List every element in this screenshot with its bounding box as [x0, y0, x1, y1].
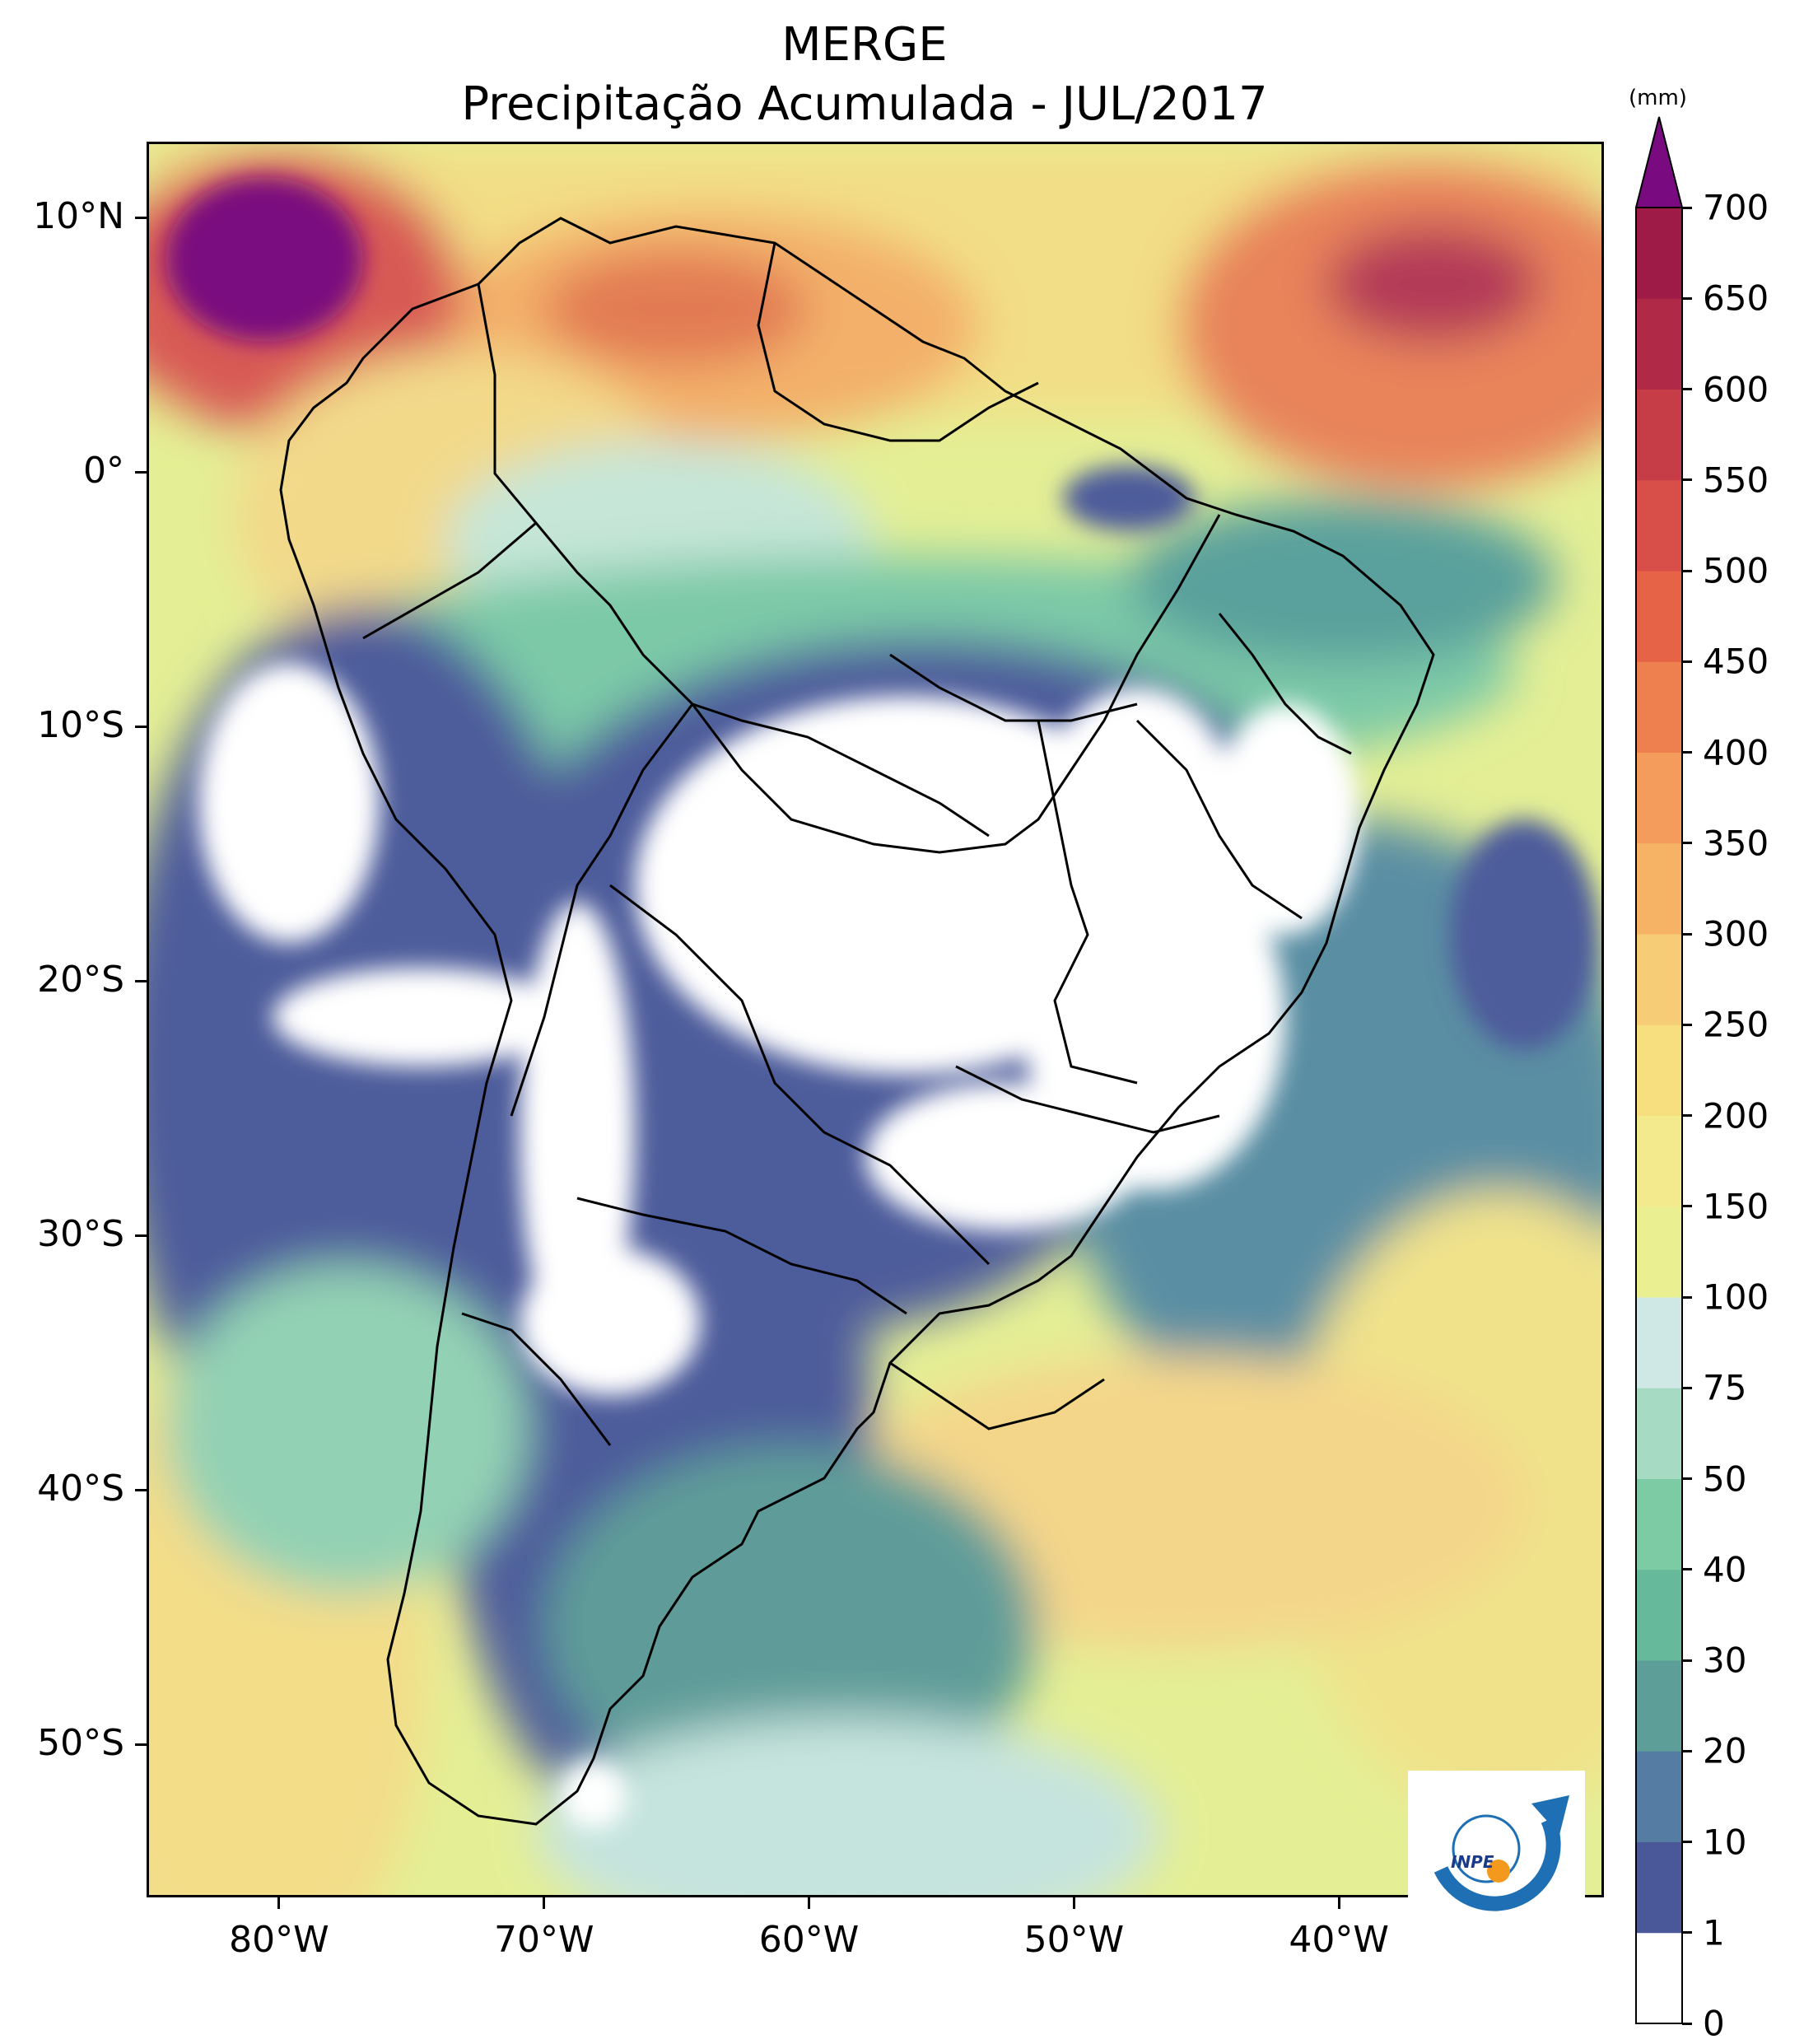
colorbar-segment — [1636, 208, 1682, 299]
colorbar-label: 10 — [1703, 1822, 1747, 1862]
colorbar-label: 600 — [1703, 369, 1769, 409]
colorbar-segment — [1636, 1478, 1682, 1570]
lat-label: 10°N — [33, 194, 124, 237]
colorbar-segment — [1636, 842, 1682, 935]
lat-label: 20°S — [37, 958, 124, 1001]
colorbar-label: 40 — [1703, 1549, 1747, 1590]
lat-label: 30°S — [37, 1212, 124, 1255]
colorbar-tick — [1682, 1477, 1692, 1480]
colorbar-tick — [1682, 1114, 1692, 1117]
colorbar-tick — [1682, 1295, 1692, 1299]
inpe-logo: INPE — [1408, 1771, 1585, 1944]
colorbar-tick — [1682, 932, 1692, 936]
colorbar-label: 200 — [1703, 1095, 1769, 1136]
colorbar-tick — [1682, 296, 1692, 300]
colorbar-tick — [1682, 660, 1692, 663]
colorbar-tick — [1682, 1205, 1692, 1208]
colorbar-label: 50 — [1703, 1458, 1747, 1499]
colorbar-label: 1 — [1703, 1912, 1725, 1953]
colorbar-tick — [1682, 1841, 1692, 1843]
lon-tick — [1337, 1897, 1340, 1909]
lon-label: 50°W — [1023, 1919, 1125, 1961]
colorbar-extend-arrow — [1634, 116, 1684, 208]
lon-tick — [808, 1897, 811, 1909]
colorbar-unit: (mm) — [1629, 86, 1687, 110]
colorbar-segment — [1636, 389, 1682, 481]
colorbar-label: 75 — [1703, 1367, 1747, 1408]
lat-tick — [135, 1489, 147, 1492]
lon-tick — [543, 1897, 546, 1909]
colorbar-label: 450 — [1703, 641, 1769, 682]
map-title: MERGE — [781, 18, 948, 72]
colorbar-label: 700 — [1703, 187, 1769, 228]
colorbar-tick — [1682, 1568, 1692, 1571]
lat-tick — [135, 1234, 147, 1238]
colorbar-tick — [1682, 1931, 1692, 1934]
colorbar-segment — [1636, 661, 1682, 753]
colorbar-segment — [1636, 1297, 1682, 1388]
lon-label: 40°W — [1289, 1919, 1389, 1961]
colorbar-segment — [1636, 479, 1682, 572]
dry-zones — [165, 177, 1598, 1828]
lat-tick — [135, 980, 147, 983]
colorbar-segment — [1636, 571, 1682, 662]
colorbar-tick — [1682, 1386, 1692, 1389]
colorbar-segment — [1636, 934, 1682, 1025]
colorbar-tick — [1682, 388, 1692, 390]
colorbar-segment — [1636, 1115, 1682, 1207]
colorbar-label: 150 — [1703, 1186, 1769, 1227]
colorbar-tick — [1682, 842, 1692, 845]
colorbar-segment — [1636, 298, 1682, 390]
colorbar-segment — [1636, 1932, 1682, 2024]
lat-tick — [135, 1743, 147, 1747]
colorbar-tick — [1682, 1659, 1692, 1662]
colorbar-label: 250 — [1703, 1004, 1769, 1045]
lat-label: 40°S — [37, 1467, 124, 1510]
colorbar-segment — [1636, 1206, 1682, 1298]
lon-label: 70°W — [493, 1919, 594, 1961]
lat-tick — [135, 471, 147, 474]
colorbar-label: 300 — [1703, 913, 1769, 954]
colorbar-label: 350 — [1703, 823, 1769, 864]
lat-label: 10°S — [37, 703, 124, 746]
colorbar-segment — [1636, 1841, 1682, 1934]
colorbar-tick — [1682, 206, 1692, 209]
colorbar — [1634, 116, 1684, 2024]
colorbar-segment — [1636, 1660, 1682, 1752]
lat-label: 0° — [83, 449, 124, 492]
colorbar-segment — [1636, 1024, 1682, 1116]
colorbar-tick — [1682, 2022, 1692, 2025]
lon-tick — [1072, 1897, 1075, 1909]
colorbar-segment — [1636, 1388, 1682, 1479]
colorbar-label: 20 — [1703, 1730, 1747, 1771]
lat-tick — [135, 726, 147, 729]
colorbar-tick — [1682, 1023, 1692, 1026]
lat-label: 50°S — [37, 1721, 124, 1764]
colorbar-label: 30 — [1703, 1640, 1747, 1681]
colorbar-label: 500 — [1703, 550, 1769, 591]
colorbar-label: 0 — [1703, 2003, 1725, 2044]
colorbar-segment — [1636, 752, 1682, 844]
map-subtitle: Precipitação Acumulada - JUL/2017 — [461, 77, 1268, 131]
colorbar-label: 100 — [1703, 1276, 1769, 1318]
colorbar-segment — [1636, 1751, 1682, 1842]
colorbar-label: 550 — [1703, 460, 1769, 501]
colorbar-tick — [1682, 751, 1692, 754]
svg-text:INPE: INPE — [1451, 1852, 1494, 1872]
lon-tick — [277, 1897, 281, 1909]
colorbar-segment — [1636, 1569, 1682, 1661]
colorbar-tick — [1682, 569, 1692, 572]
lat-tick — [135, 217, 147, 220]
country-borders — [279, 217, 1435, 1826]
colorbar-tick — [1682, 478, 1692, 482]
lon-label: 60°W — [758, 1919, 860, 1961]
colorbar-tick — [1682, 1749, 1692, 1752]
lon-label: 80°W — [229, 1919, 329, 1961]
colorbar-label: 650 — [1703, 278, 1769, 319]
precipitation-map — [147, 142, 1604, 1897]
colorbar-label: 400 — [1703, 732, 1769, 772]
